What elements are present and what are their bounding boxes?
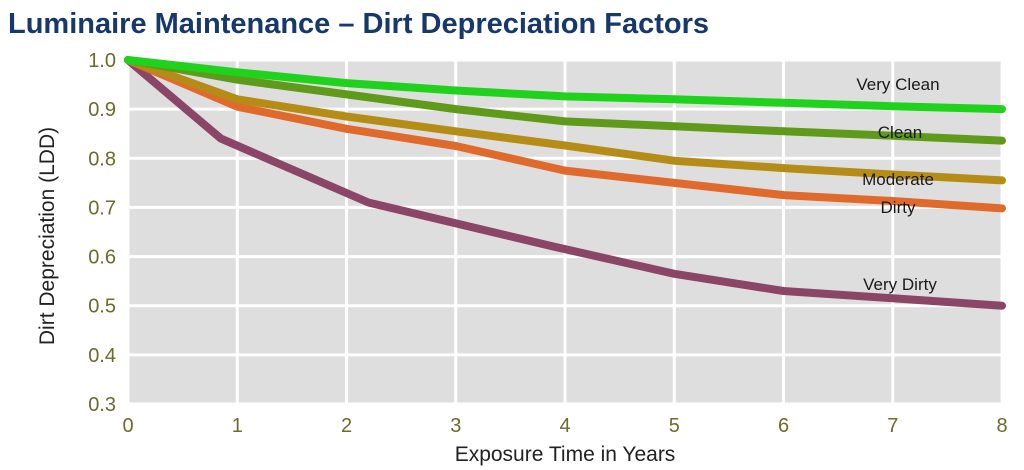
series-label-moderate: Moderate <box>862 170 934 189</box>
y-tick-label: 0.5 <box>88 296 116 318</box>
series-label-very-dirty: Very Dirty <box>863 275 937 294</box>
y-tick-label: 0.7 <box>88 197 116 219</box>
x-tick-label: 8 <box>996 415 1007 437</box>
series-label-very-clean: Very Clean <box>856 75 939 94</box>
series-line-dirty <box>124 56 1006 213</box>
x-tick-label: 2 <box>341 415 352 437</box>
y-tick-label: 0.3 <box>88 394 116 416</box>
y-tick-label: 0.9 <box>88 99 116 121</box>
x-tick-label: 3 <box>450 415 461 437</box>
x-tick-label: 5 <box>669 415 680 437</box>
series-label-dirty: Dirty <box>881 198 916 217</box>
x-tick-label: 6 <box>778 415 789 437</box>
x-tick-label: 4 <box>559 415 570 437</box>
x-axis-label: Exposure Time in Years <box>455 443 676 466</box>
x-tick-label: 1 <box>232 415 243 437</box>
series-line-moderate <box>124 56 1006 185</box>
y-tick-label: 0.4 <box>88 345 116 367</box>
chart-title: Luminaire Maintenance – Dirt Depreciatio… <box>8 8 709 40</box>
series-line-very-clean <box>124 56 1006 114</box>
y-axis-label: Dirt Depreciation (LDD) <box>36 127 59 345</box>
y-tick-label: 1.0 <box>88 50 116 72</box>
series-line-very-dirty <box>124 56 1006 310</box>
y-tick-label: 0.6 <box>88 247 116 269</box>
x-tick-label: 7 <box>887 415 898 437</box>
x-tick-label: 0 <box>122 415 133 437</box>
series-line-clean <box>124 56 1006 145</box>
series-label-clean: Clean <box>878 123 922 142</box>
y-tick-label: 0.8 <box>88 148 116 170</box>
